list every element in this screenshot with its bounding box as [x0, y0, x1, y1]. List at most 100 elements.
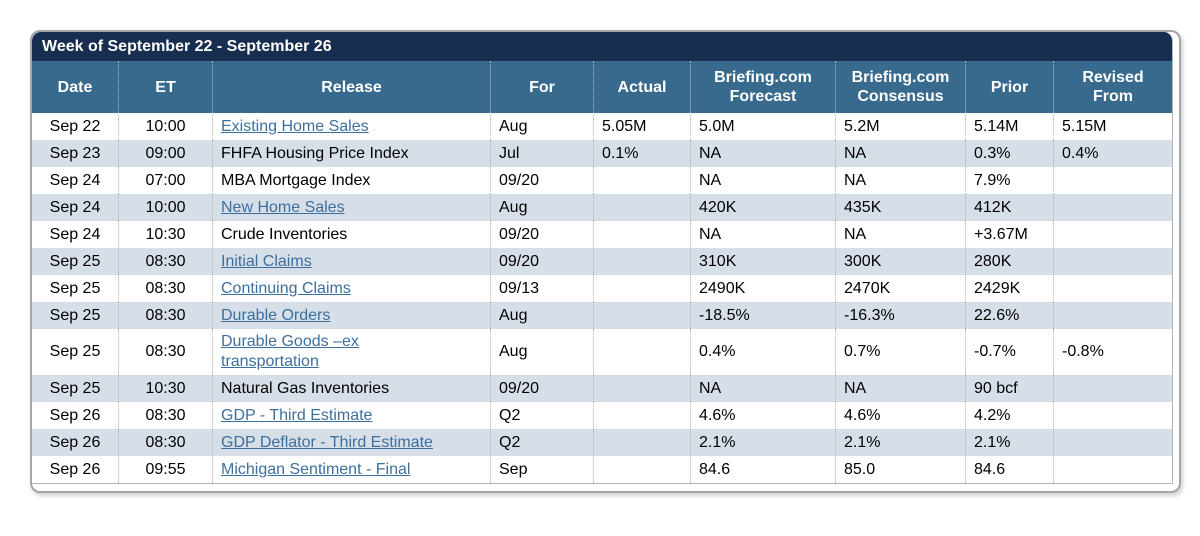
release-text: FHFA Housing Price Index — [221, 144, 409, 162]
et-cell: 09:55 — [118, 456, 212, 483]
prior-cell: 4.2% — [965, 402, 1053, 429]
release-cell: GDP Deflator - Third Estimate — [212, 429, 490, 456]
release-cell: Michigan Sentiment - Final — [212, 456, 490, 483]
date-cell: Sep 25 — [32, 375, 118, 402]
consensus-cell: -16.3% — [835, 302, 965, 329]
table-row: Sep 25 08:30 Durable Orders Aug -18.5% -… — [32, 302, 1172, 329]
forecast-cell: 2.1% — [690, 429, 835, 456]
et-cell: 10:30 — [118, 375, 212, 402]
actual-cell — [593, 456, 690, 483]
consensus-cell: 300K — [835, 248, 965, 275]
et-cell: 10:30 — [118, 221, 212, 248]
header-row: Date ET Release For Actual Briefing.com … — [32, 61, 1172, 113]
release-cell: Existing Home Sales — [212, 113, 490, 140]
consensus-cell: NA — [835, 375, 965, 402]
actual-cell — [593, 194, 690, 221]
release-link[interactable]: Durable Orders — [221, 306, 331, 324]
consensus-cell: 5.2M — [835, 113, 965, 140]
release-cell: Continuing Claims — [212, 275, 490, 302]
col-header-revised-from: Revised From — [1053, 61, 1172, 113]
forecast-cell: 2490K — [690, 275, 835, 302]
revised-cell: 0.4% — [1053, 140, 1172, 167]
date-cell: Sep 25 — [32, 302, 118, 329]
week-title: Week of September 22 - September 26 — [42, 38, 332, 55]
release-cell: Crude Inventories — [212, 221, 490, 248]
prior-cell: 2.1% — [965, 429, 1053, 456]
release-link[interactable]: New Home Sales — [221, 198, 345, 216]
for-cell: Aug — [490, 113, 593, 140]
release-cell: Durable Goods –ex transportation — [212, 329, 490, 375]
et-cell: 08:30 — [118, 329, 212, 375]
revised-cell — [1053, 248, 1172, 275]
actual-cell — [593, 329, 690, 375]
et-cell: 08:30 — [118, 275, 212, 302]
date-cell: Sep 25 — [32, 329, 118, 375]
date-cell: Sep 26 — [32, 456, 118, 483]
release-link[interactable]: GDP Deflator - Third Estimate — [221, 433, 433, 451]
col-header-briefing-forecast: Briefing.com Forecast — [690, 61, 835, 113]
release-link[interactable]: Durable Goods –ex transportation — [221, 333, 359, 370]
actual-cell: 0.1% — [593, 140, 690, 167]
release-cell: Initial Claims — [212, 248, 490, 275]
for-cell: Sep — [490, 456, 593, 483]
forecast-cell: 420K — [690, 194, 835, 221]
release-cell: Natural Gas Inventories — [212, 375, 490, 402]
revised-cell: 5.15M — [1053, 113, 1172, 140]
forecast-cell: 310K — [690, 248, 835, 275]
calendar-table-wrap: Week of September 22 - September 26 Date… — [32, 32, 1173, 484]
release-cell: MBA Mortgage Index — [212, 167, 490, 194]
forecast-cell: NA — [690, 140, 835, 167]
release-link[interactable]: GDP - Third Estimate — [221, 406, 373, 424]
table-row: Sep 26 09:55 Michigan Sentiment - Final … — [32, 456, 1172, 483]
release-link[interactable]: Michigan Sentiment - Final — [221, 460, 411, 478]
et-cell: 10:00 — [118, 194, 212, 221]
table-row: Sep 23 09:00 FHFA Housing Price Index Ju… — [32, 140, 1172, 167]
table-row: Sep 24 07:00 MBA Mortgage Index 09/20 NA… — [32, 167, 1172, 194]
forecast-cell: 4.6% — [690, 402, 835, 429]
release-link[interactable]: Continuing Claims — [221, 279, 351, 297]
actual-cell — [593, 375, 690, 402]
for-cell: Q2 — [490, 402, 593, 429]
consensus-cell: 0.7% — [835, 329, 965, 375]
date-cell: Sep 23 — [32, 140, 118, 167]
release-text: Crude Inventories — [221, 225, 348, 243]
week-title-bar: Week of September 22 - September 26 — [32, 32, 1172, 61]
et-cell: 08:30 — [118, 429, 212, 456]
actual-cell — [593, 248, 690, 275]
table-row: Sep 25 10:30 Natural Gas Inventories 09/… — [32, 375, 1172, 402]
release-cell: GDP - Third Estimate — [212, 402, 490, 429]
actual-cell — [593, 275, 690, 302]
for-cell: Q2 — [490, 429, 593, 456]
prior-cell: 7.9% — [965, 167, 1053, 194]
col-header-date: Date — [32, 61, 118, 113]
table-row: Sep 26 08:30 GDP - Third Estimate Q2 4.6… — [32, 402, 1172, 429]
table-row: Sep 25 08:30 Durable Goods –ex transport… — [32, 329, 1172, 375]
date-cell: Sep 24 — [32, 167, 118, 194]
et-cell: 09:00 — [118, 140, 212, 167]
col-header-prior: Prior — [965, 61, 1053, 113]
revised-cell — [1053, 456, 1172, 483]
et-cell: 08:30 — [118, 402, 212, 429]
for-cell: Jul — [490, 140, 593, 167]
consensus-cell: NA — [835, 167, 965, 194]
economic-calendar-panel: Week of September 22 - September 26 Date… — [30, 30, 1181, 493]
et-cell: 07:00 — [118, 167, 212, 194]
et-cell: 08:30 — [118, 248, 212, 275]
table-row: Sep 22 10:00 Existing Home Sales Aug 5.0… — [32, 113, 1172, 140]
consensus-cell: 435K — [835, 194, 965, 221]
table-row: Sep 26 08:30 GDP Deflator - Third Estima… — [32, 429, 1172, 456]
release-text: Natural Gas Inventories — [221, 379, 390, 397]
actual-cell — [593, 221, 690, 248]
prior-cell: 90 bcf — [965, 375, 1053, 402]
date-cell: Sep 22 — [32, 113, 118, 140]
release-link[interactable]: Existing Home Sales — [221, 117, 369, 135]
prior-cell: +3.67M — [965, 221, 1053, 248]
date-cell: Sep 26 — [32, 402, 118, 429]
forecast-cell: 0.4% — [690, 329, 835, 375]
release-cell: New Home Sales — [212, 194, 490, 221]
release-link[interactable]: Initial Claims — [221, 252, 312, 270]
table-row: Sep 25 08:30 Initial Claims 09/20 310K 3… — [32, 248, 1172, 275]
actual-cell — [593, 167, 690, 194]
consensus-cell: 2.1% — [835, 429, 965, 456]
for-cell: Aug — [490, 329, 593, 375]
